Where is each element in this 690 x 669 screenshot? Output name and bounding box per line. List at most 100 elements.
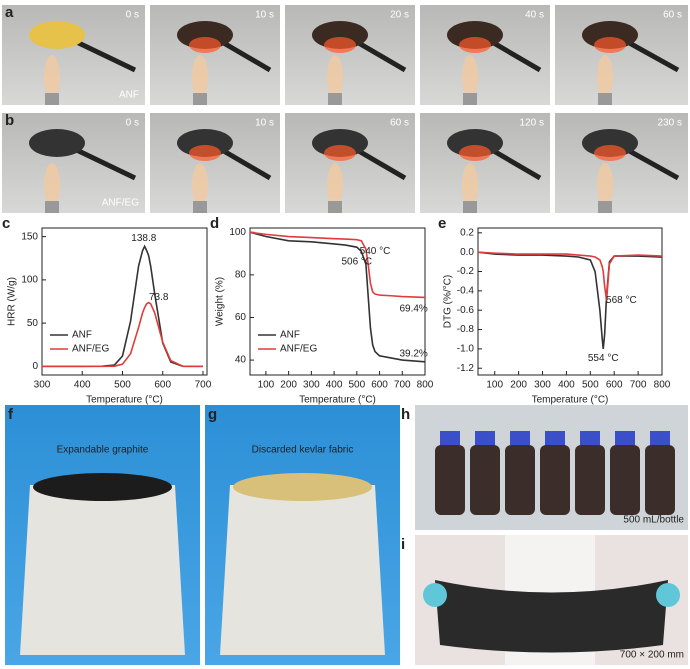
burner — [463, 201, 477, 213]
flame — [44, 163, 60, 207]
y-tick-label: 0.0 — [460, 247, 474, 258]
sample — [29, 21, 85, 49]
time-label: 0 s — [126, 118, 139, 129]
bottle — [505, 445, 535, 515]
panel-label: e — [438, 215, 446, 232]
bottle-cap — [650, 431, 670, 445]
plot-frame — [41, 227, 208, 376]
bag-content — [33, 473, 172, 501]
bottle — [470, 445, 500, 515]
bottle — [540, 445, 570, 515]
flame — [597, 163, 613, 207]
bottle-cap — [545, 431, 565, 445]
panel-label: g — [208, 406, 217, 423]
panel-label: f — [8, 406, 14, 423]
time-label: 10 s — [255, 10, 274, 21]
data-line — [477, 251, 663, 301]
panel-label: b — [5, 112, 14, 129]
flame — [462, 163, 478, 207]
burner — [328, 93, 342, 105]
y-tick-label: 150 — [21, 231, 38, 242]
y-axis-label: DTG (%/°C) — [443, 275, 454, 328]
glow — [459, 37, 491, 53]
bag — [220, 485, 385, 655]
x-tick-label: 600 — [154, 380, 171, 391]
y-tick-label: -1.2 — [457, 363, 475, 374]
glow — [324, 37, 356, 53]
panel-label: d — [210, 215, 219, 232]
burner — [45, 201, 59, 213]
data-line — [249, 231, 426, 299]
y-tick-label: -0.6 — [457, 305, 475, 316]
burner — [598, 201, 612, 213]
x-tick-label: 500 — [114, 380, 131, 391]
time-label: 20 s — [390, 10, 409, 21]
data-line — [42, 301, 203, 368]
photo — [2, 5, 145, 105]
photo-caption: 500 mL/bottle — [623, 515, 684, 526]
annotation: 540 °C — [360, 246, 391, 257]
flame — [327, 163, 343, 207]
burner — [193, 93, 207, 105]
glow — [324, 145, 356, 161]
y-tick-label: 50 — [27, 318, 39, 329]
y-tick-label: 0.2 — [460, 227, 474, 238]
time-label: 60 s — [663, 10, 682, 21]
annotation: 73.8 — [149, 292, 169, 303]
bottle-cap — [615, 431, 635, 445]
photo — [555, 5, 688, 105]
bag-content — [233, 473, 372, 501]
time-label: 120 s — [520, 118, 544, 129]
burner — [598, 93, 612, 105]
panel-label: h — [401, 406, 410, 423]
x-tick-label: 600 — [606, 380, 623, 391]
sample-label: ANF — [119, 90, 139, 101]
y-tick-label: 60 — [235, 312, 247, 323]
glow — [594, 145, 626, 161]
bottle-cap — [440, 431, 460, 445]
x-tick-label: 200 — [280, 380, 297, 391]
photo-caption: Expandable graphite — [57, 445, 149, 456]
bottle — [575, 445, 605, 515]
x-axis-label: Temperature (°C) — [299, 395, 376, 406]
y-tick-label: -0.2 — [457, 266, 475, 277]
flame — [192, 163, 208, 207]
legend-label: ANF — [72, 330, 92, 341]
x-tick-label: 400 — [558, 380, 575, 391]
bottle-cap — [510, 431, 530, 445]
time-label: 40 s — [525, 10, 544, 21]
x-axis-label: Temperature (°C) — [86, 395, 163, 406]
photo — [150, 5, 280, 105]
burner — [328, 201, 342, 213]
y-tick-label: -1.0 — [457, 344, 475, 355]
photo — [150, 113, 280, 213]
bottle — [645, 445, 675, 515]
x-tick-label: 400 — [326, 380, 343, 391]
x-tick-label: 800 — [417, 380, 434, 391]
y-axis-label: Weight (%) — [215, 277, 226, 326]
time-label: 230 s — [658, 118, 682, 129]
panel-label: i — [401, 536, 405, 553]
legend-label: ANF/EG — [280, 344, 317, 355]
burner — [45, 93, 59, 105]
bottle — [610, 445, 640, 515]
legend-label: ANF — [280, 330, 300, 341]
photo-caption: 700 × 200 mm — [620, 650, 684, 661]
x-tick-label: 500 — [348, 380, 365, 391]
time-label: 10 s — [255, 118, 274, 129]
annotation: 39.2% — [399, 348, 427, 359]
photo — [420, 113, 550, 213]
sample — [29, 129, 85, 157]
y-tick-label: 0 — [32, 361, 38, 372]
plot-frame — [249, 227, 426, 376]
annotation: 506 °C — [341, 257, 372, 268]
y-tick-label: -0.8 — [457, 324, 475, 335]
annotation: 138.8 — [131, 233, 156, 244]
annotation: 554 °C — [588, 353, 619, 364]
fabric — [435, 580, 668, 653]
x-tick-label: 400 — [74, 380, 91, 391]
bottle-cap — [475, 431, 495, 445]
x-tick-label: 300 — [34, 380, 51, 391]
sample-label: ANF/EG — [102, 198, 139, 209]
